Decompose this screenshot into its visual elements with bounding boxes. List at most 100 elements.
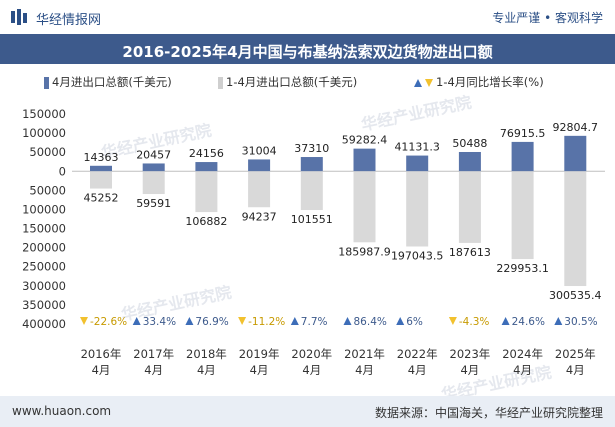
y-tick-label: 300000 [22,279,66,293]
y-tick-label: 350000 [22,298,66,312]
bar-cumulative [353,171,376,243]
data-label-cumulative: 185987.9 [338,245,391,258]
data-label-cumulative: 300535.4 [549,289,602,302]
legend-label-growth: 1-4月同比增长率(%) [436,75,544,89]
x-tick-label: 4月 [460,363,479,377]
x-tick-label: 2025年 [555,347,596,361]
growth-label: -11.2% [248,316,285,328]
y-tick-label: 200000 [22,241,66,255]
legend-down-triangle-icon [425,78,433,87]
bar-monthly [248,159,271,172]
x-tick-label: 4月 [250,363,269,377]
growth-down-marker [80,317,88,325]
y-tick-label: 100000 [22,202,66,216]
y-tick-label: 400000 [22,317,66,331]
legend: 4月进出口总额(千美元) 1-4月进出口总额(千美元) 1-4月同比增长率(%) [0,74,615,92]
growth-label: 7.7% [301,316,328,328]
growth-label: 86.4% [354,316,387,328]
brand-name: 华经情报网 [36,13,102,28]
data-label-monthly: 37310 [294,142,329,155]
footer-source: 数据来源：中国海关，华经产业研究院整理 [374,406,603,420]
bar-cumulative [142,171,165,195]
growth-up-marker [185,317,194,325]
y-tick-label: 250000 [22,260,66,274]
bar-monthly [406,155,429,172]
legend-item-monthly: 4月进出口总额(千美元) [44,74,172,90]
data-label-cumulative: 229953.1 [496,262,549,275]
data-label-cumulative: 59591 [136,197,171,210]
bar-cumulative [248,171,271,208]
data-label-monthly: 20457 [136,148,171,161]
y-tick-label: 0 [59,164,66,178]
growth-label: 76.9% [195,316,228,328]
bar-cumulative [90,171,112,189]
data-label-cumulative: 187613 [449,246,491,259]
top-header: 华经情报网 专业严谨 • 客观科学 [0,0,615,34]
legend-label-cumulative: 1-4月进出口总额(千美元) [226,75,358,89]
bar-monthly [142,163,165,172]
data-label-monthly: 92804.7 [553,121,599,134]
data-label-monthly: 59282.4 [342,134,388,147]
y-tick-label: 100000 [22,126,66,140]
data-label-monthly: 76915.5 [500,127,546,140]
data-label-monthly: 24156 [189,147,224,160]
growth-up-marker [290,317,299,325]
x-tick-label: 2021年 [344,347,385,361]
footer: www.huaon.com 数据来源：中国海关，华经产业研究院整理 [0,396,615,427]
legend-swatch-monthly [44,76,49,89]
data-label-monthly: 31004 [242,144,277,157]
bar-cumulative [458,171,481,243]
bar-cumulative [564,171,587,287]
x-tick-label: 2022年 [397,347,438,361]
growth-label: -22.6% [90,316,127,328]
bar-monthly [353,148,376,172]
x-tick-label: 4月 [513,363,532,377]
x-tick-label: 2018年 [186,347,227,361]
growth-label: 33.4% [143,316,176,328]
bar-monthly [300,157,323,172]
x-tick-label: 2024年 [502,347,543,361]
legend-label-monthly: 4月进出口总额(千美元) [52,75,172,89]
growth-up-marker [343,317,352,325]
y-tick-label: 150000 [22,107,66,121]
growth-label: -4.3% [459,316,489,328]
x-tick-label: 2020年 [291,347,332,361]
legend-item-growth: 1-4月同比增长率(%) [414,74,544,90]
bar-cumulative [195,171,218,213]
x-tick-label: 4月 [408,363,427,377]
growth-label: 6% [406,316,423,328]
data-label-monthly: 50488 [452,137,487,150]
bar-monthly [458,151,481,172]
legend-up-triangle-icon [414,78,422,87]
header-slogan: 专业严谨 • 客观科学 [492,11,603,25]
title-bar: 2016-2025年4月中国与布基纳法索双边货物进出口额 [0,34,615,64]
bar-monthly [90,165,112,172]
bar-monthly [511,141,534,172]
growth-down-marker [238,317,247,325]
logo-icon [11,9,27,25]
y-tick-label: 50000 [29,145,66,159]
x-tick-label: 4月 [92,363,111,377]
x-tick-label: 2017年 [133,347,174,361]
x-tick-label: 4月 [197,363,216,377]
y-tick-label: 50000 [29,183,66,197]
data-label-cumulative: 94237 [242,210,277,223]
x-tick-label: 4月 [566,363,585,377]
x-tick-label: 4月 [144,363,163,377]
growth-up-marker [132,317,141,325]
x-tick-label: 2019年 [239,347,280,361]
data-label-cumulative: 106882 [185,215,227,228]
legend-item-cumulative: 1-4月进出口总额(千美元) [218,74,357,90]
bar-cumulative [300,171,323,211]
bar-monthly [564,135,587,172]
chart-title: 2016-2025年4月中国与布基纳法索双边货物进出口额 [122,43,493,61]
data-label-cumulative: 101551 [291,213,333,226]
x-tick-label: 4月 [302,363,321,377]
bar-cumulative [511,171,534,260]
growth-label: 24.6% [512,316,545,328]
data-label-monthly: 41131.3 [394,141,440,154]
x-tick-label: 2016年 [81,347,122,361]
growth-up-marker [501,317,510,325]
growth-down-marker [448,317,457,325]
x-tick-label: 4月 [355,363,374,377]
